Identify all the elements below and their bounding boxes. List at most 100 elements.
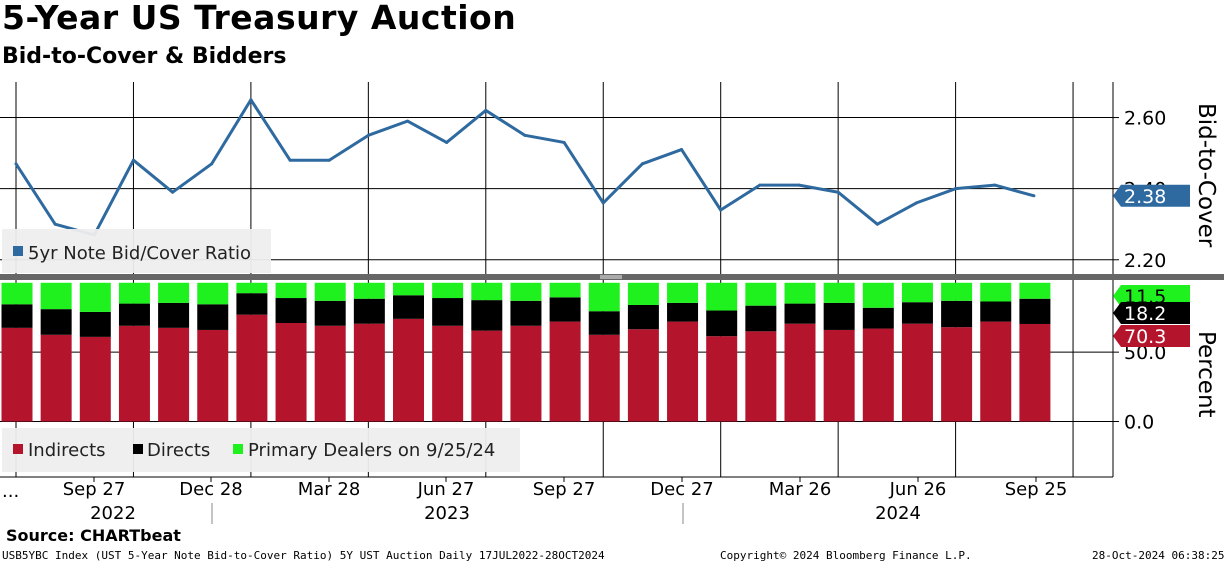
last-value-tag-directs bbox=[1113, 302, 1190, 324]
x-axis-year-label: 2024 bbox=[875, 503, 921, 524]
bar-primary-dealers bbox=[314, 282, 346, 301]
bid-to-cover-point bbox=[445, 140, 449, 144]
bar-indirects bbox=[314, 325, 346, 422]
top-legend-label: 5yr Note Bid/Cover Ratio bbox=[28, 243, 251, 264]
legend-label-indirects: Indirects bbox=[28, 440, 106, 461]
bid-to-cover-point bbox=[758, 183, 762, 187]
x-axis-month-label: Jun 26 bbox=[889, 479, 947, 500]
bar-primary-dealers bbox=[980, 282, 1012, 302]
x-axis-month-label: Sep 25 bbox=[1005, 479, 1068, 500]
chart-title: 5-Year US Treasury Auction bbox=[2, 0, 517, 37]
bar-indirects bbox=[79, 336, 111, 422]
bar-primary-dealers bbox=[941, 282, 973, 301]
top-panel-axis: 2.602.402.202.38 bbox=[1112, 82, 1190, 274]
index-info: USB5YBC Index (UST 5-Year Note Bid-to-Co… bbox=[2, 549, 605, 562]
bar-primary-dealers bbox=[745, 282, 777, 306]
bid-to-cover-point bbox=[366, 133, 370, 137]
last-value-tag-directs-label: 18.2 bbox=[1124, 303, 1166, 325]
bar-primary-dealers bbox=[667, 282, 699, 303]
bar-indirects bbox=[706, 336, 738, 422]
x-axis-start-label: ... bbox=[2, 481, 19, 502]
bar-indirects bbox=[118, 325, 150, 422]
bid-to-cover-point bbox=[993, 183, 997, 187]
bar-directs bbox=[549, 297, 581, 322]
bid-to-cover-point bbox=[327, 158, 331, 162]
x-axis: ... Sep 27 Dec 28 Mar 28 Jun 27 Sep 27 Dec 27 M… bbox=[0, 476, 1113, 524]
bar-directs bbox=[432, 298, 464, 326]
bid-to-cover-point bbox=[601, 201, 605, 205]
bar-primary-dealers bbox=[471, 282, 503, 301]
bar-directs bbox=[784, 303, 816, 324]
bar-indirects bbox=[1, 327, 33, 422]
bar-indirects bbox=[588, 334, 620, 422]
bar-directs bbox=[588, 311, 620, 335]
x-axis-month-label: Jun 27 bbox=[417, 479, 475, 500]
bottom-panel-axis: 50.00.011.518.270.3 bbox=[1112, 280, 1190, 477]
bar-primary-dealers bbox=[79, 282, 111, 312]
x-axis-year-label: 2022 bbox=[90, 503, 136, 524]
bar-primary-dealers bbox=[158, 282, 190, 303]
legend-primary-dealers-suffix: on 9/25/24 bbox=[398, 440, 496, 461]
bar-directs bbox=[40, 309, 72, 335]
top-axis-tick-label: 2.20 bbox=[1124, 250, 1166, 272]
bid-to-cover-point bbox=[680, 148, 684, 152]
top-legend-swatch bbox=[13, 246, 23, 256]
legend-primary-dealers-name: Primary Dealers bbox=[248, 440, 392, 461]
bar-primary-dealers bbox=[901, 282, 933, 303]
bar-indirects bbox=[393, 318, 424, 422]
x-axis-month-label: Mar 26 bbox=[769, 479, 832, 500]
x-axis-month-label: Dec 28 bbox=[179, 479, 242, 500]
bar-directs bbox=[862, 307, 894, 329]
top-axis-title: Bid-to-Cover bbox=[1193, 103, 1219, 248]
bid-to-cover-point bbox=[640, 162, 644, 166]
top-legend-box bbox=[2, 229, 271, 273]
bar-indirects bbox=[471, 330, 503, 422]
panel-separator-grip[interactable] bbox=[600, 275, 622, 279]
timestamp: 28-Oct-2024 06:38:25 bbox=[1092, 549, 1224, 562]
legend-swatch-indirects bbox=[13, 444, 23, 454]
bar-indirects bbox=[980, 321, 1012, 422]
legend-swatch-directs bbox=[133, 444, 143, 454]
bar-indirects bbox=[510, 325, 542, 422]
bar-indirects bbox=[862, 328, 894, 422]
bid-to-cover-point bbox=[914, 201, 918, 205]
bar-primary-dealers bbox=[197, 282, 229, 305]
bar-directs bbox=[197, 304, 229, 330]
chart-subtitle: Bid-to-Cover & Bidders bbox=[2, 44, 287, 69]
bar-directs bbox=[353, 298, 385, 324]
bar-directs bbox=[706, 310, 738, 337]
bottom-axis-tick-label: 50.0 bbox=[1124, 342, 1166, 364]
bar-primary-dealers bbox=[510, 282, 542, 301]
bidder-bars bbox=[1, 282, 1051, 422]
x-axis-month-label: Dec 27 bbox=[650, 479, 713, 500]
bar-directs bbox=[118, 303, 150, 326]
bottom-axis-tick-label: 0.0 bbox=[1124, 412, 1154, 434]
bar-indirects bbox=[784, 323, 816, 422]
bar-primary-dealers bbox=[627, 282, 659, 305]
bid-to-cover-point bbox=[875, 222, 879, 226]
bar-directs bbox=[745, 305, 777, 332]
bar-directs bbox=[158, 302, 190, 328]
bar-indirects bbox=[275, 323, 307, 422]
bar-directs bbox=[393, 295, 424, 319]
bid-to-cover-point bbox=[210, 162, 214, 166]
source-note: Source: CHARTbeat bbox=[6, 526, 181, 545]
bar-primary-dealers bbox=[784, 282, 816, 304]
bid-to-cover-point bbox=[719, 208, 723, 212]
bid-to-cover-series bbox=[14, 98, 1036, 237]
bar-primary-dealers bbox=[823, 282, 855, 303]
bar-directs bbox=[79, 311, 111, 337]
bar-indirects bbox=[745, 331, 777, 422]
last-value-tag-indirects-label: 70.3 bbox=[1124, 326, 1166, 348]
bar-primary-dealers bbox=[1, 282, 33, 305]
bar-primary-dealers bbox=[549, 282, 581, 298]
bar-indirects bbox=[823, 329, 855, 422]
legend-label-directs: Directs bbox=[147, 440, 210, 461]
bid-to-cover-point bbox=[836, 190, 840, 194]
bar-directs bbox=[510, 300, 542, 326]
copyright: Copyright© 2024 Bloomberg Finance L.P. bbox=[720, 549, 972, 562]
bar-directs bbox=[980, 301, 1012, 322]
bar-primary-dealers bbox=[432, 282, 464, 299]
bar-directs bbox=[627, 304, 659, 330]
bar-directs bbox=[901, 302, 933, 324]
